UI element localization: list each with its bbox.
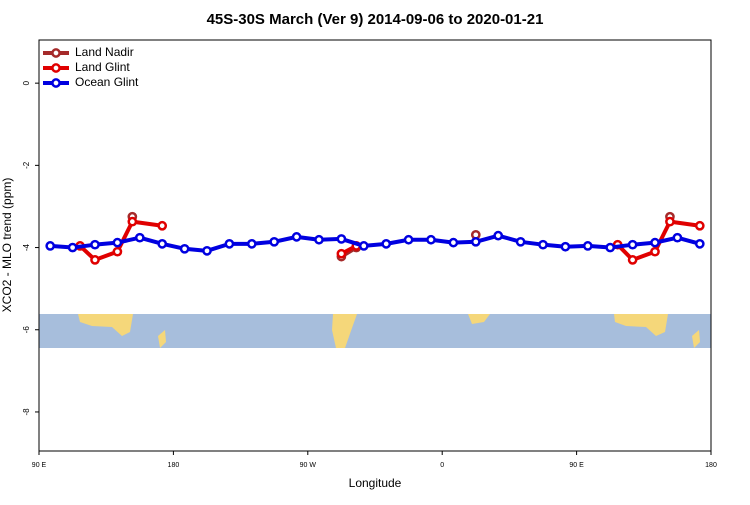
x-tick-label: 90 E xyxy=(569,462,584,469)
data-point xyxy=(665,216,675,227)
series-line xyxy=(50,233,701,253)
data-point xyxy=(381,239,392,249)
data-point xyxy=(403,234,414,245)
data-point xyxy=(112,246,123,257)
data-point xyxy=(224,239,235,249)
data-point xyxy=(627,255,638,265)
data-point xyxy=(336,234,347,244)
data-point xyxy=(127,216,138,227)
data-point xyxy=(291,232,302,242)
x-tick-label: 90 W xyxy=(300,462,317,469)
data-point xyxy=(650,246,660,257)
data-point xyxy=(179,243,190,254)
legend-label: Ocean Glint xyxy=(75,75,139,89)
data-point xyxy=(90,255,100,265)
legend-marker xyxy=(51,48,61,58)
legend-label: Land Glint xyxy=(75,60,130,74)
data-point xyxy=(67,242,78,253)
data-point xyxy=(694,220,705,231)
data-point xyxy=(90,239,100,250)
data-point xyxy=(157,239,168,249)
data-point xyxy=(336,248,347,259)
data-point xyxy=(627,239,638,250)
y-tick-label: -4 xyxy=(22,243,31,251)
y-tick-label: -8 xyxy=(22,408,31,416)
x-tick-label: 90 E xyxy=(32,462,47,469)
legend-marker xyxy=(51,63,61,73)
data-point xyxy=(314,234,324,245)
data-point xyxy=(112,237,123,248)
y-tick-label: -6 xyxy=(22,326,31,334)
data-point xyxy=(582,241,593,251)
y-tick-label: -2 xyxy=(22,161,31,169)
data-point xyxy=(650,237,660,248)
data-point xyxy=(605,242,616,253)
data-point xyxy=(493,230,504,241)
data-point xyxy=(202,245,212,256)
data-point xyxy=(470,236,481,247)
data-point xyxy=(448,237,459,248)
data-point xyxy=(134,232,145,243)
data-point xyxy=(426,234,436,245)
data-point xyxy=(560,241,571,252)
legend-marker xyxy=(51,78,61,88)
map-strip xyxy=(39,314,711,348)
x-tick-label: 0 xyxy=(440,462,444,469)
data-point xyxy=(45,241,56,251)
plot-frame xyxy=(38,39,712,452)
x-tick-label: 180 xyxy=(705,462,717,469)
data-point xyxy=(157,220,168,231)
data-point xyxy=(515,236,526,247)
data-point xyxy=(269,236,280,247)
data-point xyxy=(694,239,705,249)
y-tick-label: 0 xyxy=(22,80,31,85)
data-point xyxy=(538,239,548,250)
x-tick-label: 180 xyxy=(168,462,180,469)
chart-title: 45S-30S March (Ver 9) 2014-09-06 to 2020… xyxy=(207,11,544,28)
data-point xyxy=(672,232,683,243)
data-point xyxy=(246,239,257,249)
legend-label: Land Nadir xyxy=(75,45,134,59)
data-point xyxy=(358,241,369,251)
x-axis-label: Longitude xyxy=(349,476,402,490)
y-axis-label: XCO2 - MLO trend (ppm) xyxy=(0,178,14,313)
